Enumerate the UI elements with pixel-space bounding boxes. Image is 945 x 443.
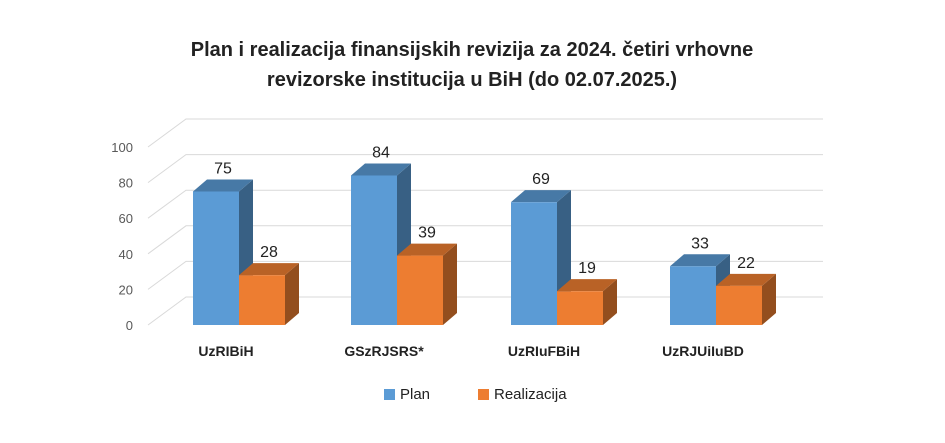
data-label: 75 [214, 161, 232, 178]
bar-top [716, 273, 776, 286]
bar-top [193, 179, 253, 192]
data-labels: 75 28 84 39 69 19 33 22 [214, 144, 755, 277]
bar-top [397, 243, 457, 256]
category-label: GSzRJSRS* [344, 343, 424, 359]
y-tick-label: 40 [119, 247, 133, 262]
y-axis-ticks: 0 20 40 60 80 100 [111, 140, 133, 333]
y-tick-label: 100 [111, 140, 133, 155]
data-label: 69 [532, 171, 550, 188]
bar-front [193, 191, 239, 325]
legend-item-realizacija: Realizacija [478, 386, 567, 403]
y-tick-label: 80 [119, 176, 133, 191]
gridline [147, 154, 823, 184]
bar-side [443, 243, 457, 325]
gridline [147, 189, 823, 219]
bar-side [762, 273, 776, 325]
bar-front [670, 266, 716, 325]
gridline [147, 225, 823, 255]
bar-front [511, 202, 557, 325]
y-tick-label: 60 [119, 211, 133, 226]
data-label: 22 [737, 255, 755, 272]
category-label: UzRIuFBiH [508, 343, 580, 359]
y-tick-label: 20 [119, 282, 133, 297]
bar-top [557, 279, 617, 292]
chart-title-line-1: Plan i realizacija finansijskih revizija… [191, 39, 754, 61]
bar-realizacija [557, 279, 617, 325]
bar-top [239, 263, 299, 276]
bar-realizacija [397, 243, 457, 325]
category-label: UzRJUiIuBD [662, 343, 744, 359]
bar-front [239, 275, 285, 325]
legend-label: Realizacija [494, 386, 567, 403]
legend-swatch [384, 389, 395, 400]
bar-top [511, 190, 571, 203]
bar-plan [351, 163, 411, 325]
category-label: UzRIBiH [198, 343, 253, 359]
bar-plan [193, 179, 253, 325]
category-labels: UzRIBiH GSzRJSRS* UzRIuFBiH UzRJUiIuBD [198, 343, 743, 359]
bar-front [716, 285, 762, 325]
legend-label: Plan [400, 386, 430, 403]
bar-top [351, 163, 411, 176]
bar-top [670, 254, 730, 267]
chart-title-line-2: revizorske institucija u BiH (do 02.07.2… [267, 69, 677, 91]
bar-realizacija [239, 263, 299, 325]
data-label: 28 [260, 244, 278, 261]
bar-front [351, 175, 397, 325]
legend-swatch [478, 389, 489, 400]
bars [193, 163, 776, 325]
bar-front [557, 291, 603, 325]
y-tick-label: 0 [126, 318, 133, 333]
legend: Plan Realizacija [384, 386, 567, 403]
gridline [147, 118, 823, 148]
gridline [147, 260, 823, 290]
data-label: 84 [372, 144, 390, 161]
bar-front [397, 255, 443, 325]
chart-title: Plan i realizacija finansijskih revizija… [191, 39, 754, 91]
legend-item-plan: Plan [384, 386, 430, 403]
bar-side [285, 263, 299, 325]
data-label: 33 [691, 235, 709, 252]
bar-side [603, 279, 617, 325]
bar-realizacija [716, 273, 776, 325]
data-label: 19 [578, 260, 596, 277]
data-label: 39 [418, 225, 436, 242]
